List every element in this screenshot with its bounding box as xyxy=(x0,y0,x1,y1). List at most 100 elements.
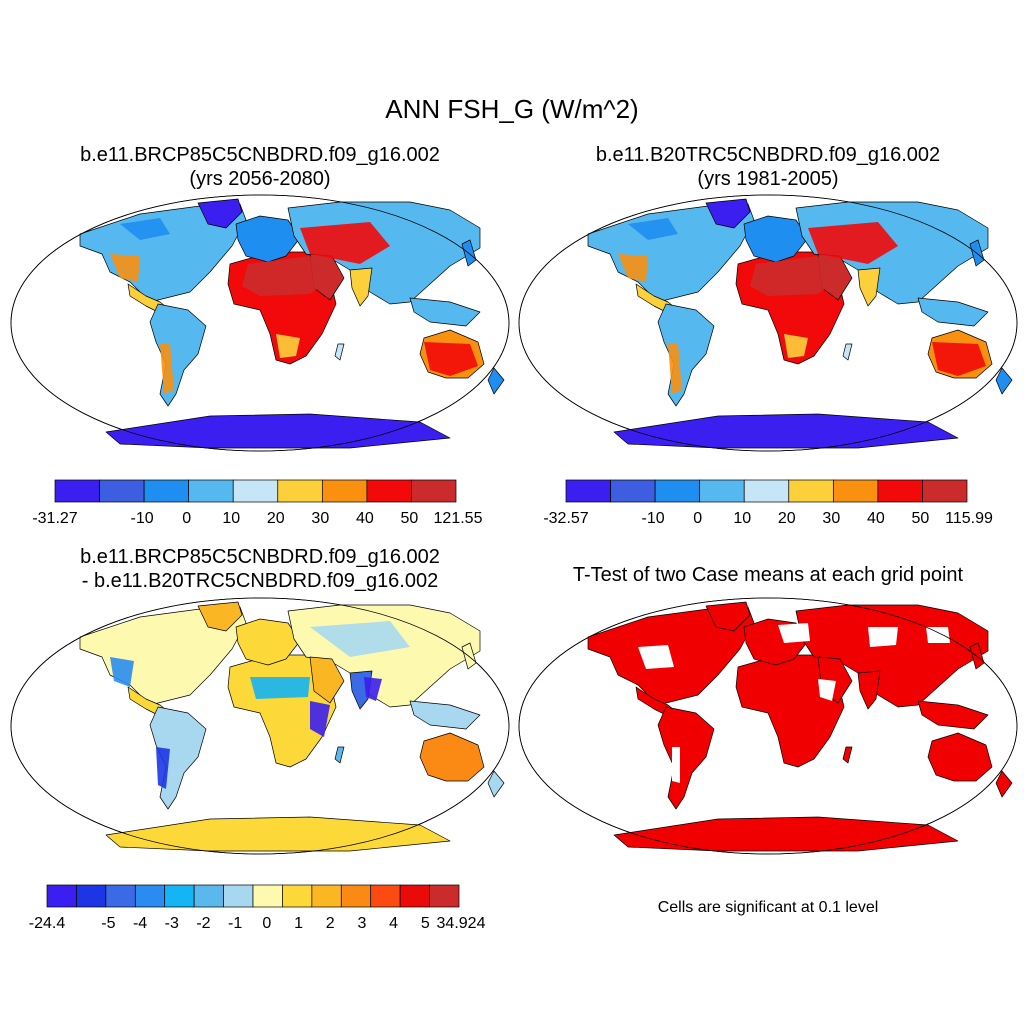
greenland-p1 xyxy=(197,198,243,229)
colorbar-p1-label-1: -10 xyxy=(131,510,154,527)
field-patch-p1-6 xyxy=(120,218,170,240)
colorbar-p3-box-3 xyxy=(134,884,166,908)
field-patch-p2-6 xyxy=(628,218,678,240)
colorbar-p2-box-3 xyxy=(699,479,745,503)
colorbar-p2-box-1 xyxy=(610,479,656,503)
field-patch-p1-5 xyxy=(160,344,174,394)
field-patch-p1-1 xyxy=(300,222,390,264)
colorbar-p3-label-0: -24.4 xyxy=(29,915,66,932)
arabia-p3 xyxy=(309,656,345,704)
newzealand-p1 xyxy=(487,367,505,395)
colorbar-p3-box-1 xyxy=(76,884,107,908)
field-patch-p3-5 xyxy=(110,657,134,687)
colorbar-p2-box-4 xyxy=(743,479,790,503)
madagascar-p4 xyxy=(842,746,853,764)
colorbar-p3-box-12 xyxy=(399,884,430,908)
newzealand-p2 xyxy=(995,367,1013,395)
colorbar-p1-label-8: 121.55 xyxy=(434,510,483,527)
colorbar-p2-box-6 xyxy=(832,479,879,503)
colorbar-p3-label-5: -1 xyxy=(228,915,242,932)
colorbar-p3-box-10 xyxy=(340,884,372,908)
colorbar-p3-box-7 xyxy=(252,884,283,908)
main-title: ANN FSH_G (W/m^2) xyxy=(385,94,639,124)
australia-p4 xyxy=(927,732,993,782)
nonsignificant-area-0 xyxy=(638,645,674,669)
colorbar-p2-label-1: -10 xyxy=(642,510,665,527)
colorbar-p3-label-11: 5 xyxy=(421,915,430,932)
seasia-p1 xyxy=(409,297,481,327)
field-patch-p3-2 xyxy=(156,747,170,789)
europe-p1 xyxy=(235,215,301,263)
nonsignificant-area-5 xyxy=(926,627,950,643)
colorbar-p3-label-9: 3 xyxy=(357,915,366,932)
nonsignificant-area-1 xyxy=(778,623,810,643)
southamerica-p4 xyxy=(657,706,715,810)
colorbar-p1-label-3: 10 xyxy=(222,510,240,527)
colorbar-p1-label-7: 50 xyxy=(401,510,419,527)
colorbar-p2-box-7 xyxy=(877,479,923,503)
colorbar-p3-box-0 xyxy=(46,884,77,908)
colorbar-p3-label-4: -2 xyxy=(196,915,210,932)
map-frame-p3 xyxy=(10,597,510,855)
panel3-title: b.e11.BRCP85C5CNBDRD.f09_g16.002 - b.e11… xyxy=(10,545,510,593)
greenland-p2 xyxy=(705,198,751,229)
newzealand-p3 xyxy=(487,770,505,798)
panel2-title-line1: b.e11.B20TRC5CNBDRD.f09_g16.002 xyxy=(595,144,941,166)
india-p1 xyxy=(349,267,373,307)
map-frame-p2 xyxy=(518,194,1018,452)
colorbar-p3-label-6: 0 xyxy=(262,915,271,932)
colorbar-p3-label-10: 4 xyxy=(389,915,398,932)
panel3-title-line1: b.e11.BRCP85C5CNBDRD.f09_g16.002 xyxy=(80,546,440,568)
colorbar-p3-box-8 xyxy=(282,884,313,908)
colorbar-p3-box-13 xyxy=(429,884,460,908)
field-patch-p3-3 xyxy=(310,701,330,737)
india-p4 xyxy=(857,670,881,710)
newzealand-p4 xyxy=(995,770,1013,798)
field-patch-p2-5 xyxy=(668,344,682,394)
colorbar-p2-box-8 xyxy=(922,479,968,503)
field-patch-p1-0 xyxy=(242,256,328,296)
nonsignificant-area-2 xyxy=(868,627,898,647)
field-patch-p1-4 xyxy=(110,254,140,282)
map-panel-1 xyxy=(10,194,510,452)
map-frame-p4 xyxy=(518,597,1018,855)
colorbar-p2-label-2: 0 xyxy=(693,510,702,527)
map-panel-4 xyxy=(518,597,1018,855)
colorbar-p1-label-5: 30 xyxy=(311,510,329,527)
field-patch-p2-0 xyxy=(750,256,836,296)
seasia-p4 xyxy=(917,700,989,730)
europe-p2 xyxy=(743,215,809,263)
colorbar-p3-box-5 xyxy=(193,884,224,908)
field-patch-p1-2 xyxy=(424,342,478,376)
panel1-title-line2: (yrs 2056-2080) xyxy=(189,168,331,190)
nonsignificant-area-3 xyxy=(818,679,836,701)
colorbar-p2-label-5: 30 xyxy=(822,510,840,527)
colorbar-p3-label-3: -3 xyxy=(165,915,179,932)
panel1-title-line1: b.e11.BRCP85C5CNBDRD.f09_g16.002 xyxy=(80,144,440,166)
colorbar-p2-box-5 xyxy=(788,479,834,503)
field-patch-p2-3 xyxy=(784,334,808,358)
colorbar-p3-box-6 xyxy=(223,884,254,908)
map-frame-p1 xyxy=(10,194,510,452)
panel2-title: b.e11.B20TRC5CNBDRD.f09_g16.002 (yrs 198… xyxy=(518,143,1018,191)
colorbar-p3-box-11 xyxy=(370,884,401,908)
seasia-p2 xyxy=(917,297,989,327)
colorbar-p3-label-7: 1 xyxy=(294,915,303,932)
colorbar-p3-label-2: -4 xyxy=(133,915,147,932)
colorbar-p1-label-6: 40 xyxy=(356,510,374,527)
greenland-p3 xyxy=(197,601,243,632)
madagascar-p2 xyxy=(842,343,853,361)
australia-p3 xyxy=(419,732,485,782)
panel1-title: b.e11.BRCP85C5CNBDRD.f09_g16.002 (yrs 20… xyxy=(10,143,510,191)
colorbar-p3-box-9 xyxy=(311,884,342,908)
colorbar-p2-label-4: 20 xyxy=(778,510,796,527)
colorbar-p3-box-2 xyxy=(105,884,136,908)
colorbar-p3-box-4 xyxy=(164,884,195,908)
panel2-title-line2: (yrs 1981-2005) xyxy=(697,168,839,190)
panel4-title: T-Test of two Case means at each grid po… xyxy=(572,564,964,586)
colorbar-p2-label-8: 115.99 xyxy=(945,510,993,527)
map-panel-3 xyxy=(10,597,510,855)
nonsignificant-area-4 xyxy=(672,747,680,783)
field-patch-p3-1 xyxy=(364,677,382,701)
colorbar-p1-label-0: -31.27 xyxy=(32,510,77,527)
